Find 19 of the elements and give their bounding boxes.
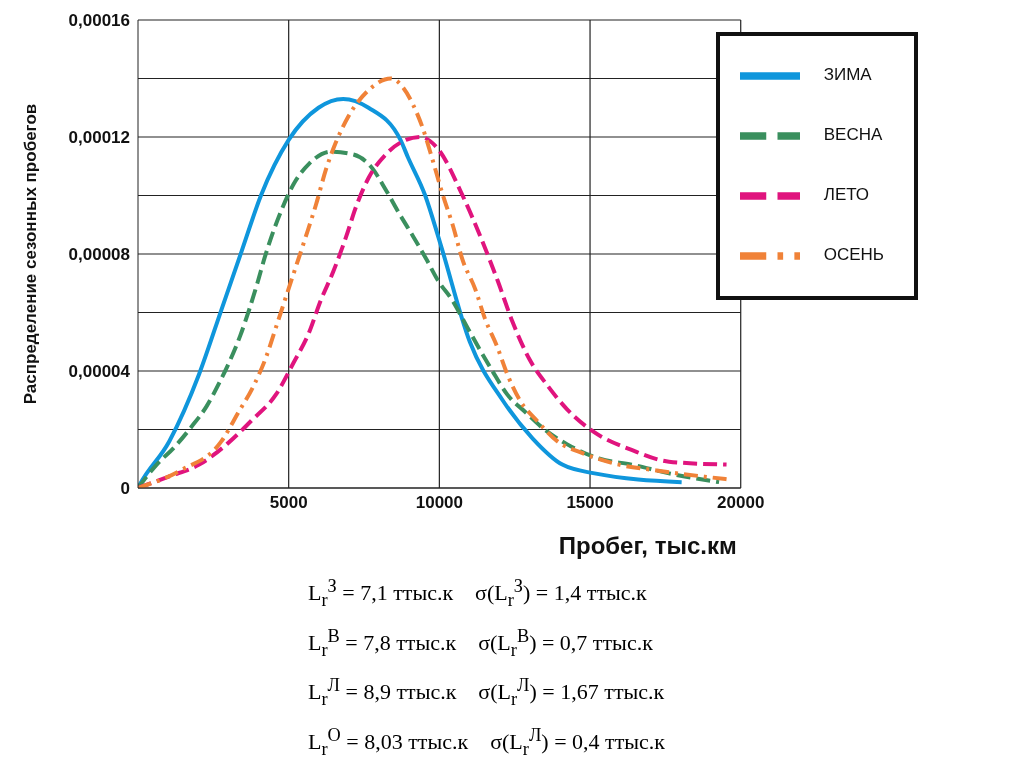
x-tick-label: 20000 bbox=[717, 493, 765, 513]
legend-label: ЛЕТО bbox=[823, 185, 870, 205]
y-tick-label: 0 bbox=[120, 479, 130, 499]
legend-label: ОСЕНЬ bbox=[823, 245, 884, 265]
text: L$_{r}$$^{З}$ = 7,1 ттыс.к σ(L$_{r}$$^{З}$) = 1,4 ттыс.к bbox=[308, 575, 648, 612]
y-axis-title: Распределение сезонных пробегов bbox=[21, 103, 41, 405]
y-tick-label: 0,00012 bbox=[68, 128, 130, 148]
y-tick-label: 0,00008 bbox=[68, 245, 130, 265]
text: L$_{r}$$^{О}$ = 8,03 ттыс.к σ(L$_{r}$$^{Л}$) = 0,4 ттыс.к bbox=[308, 724, 667, 761]
y-tick-label: 0,00004 bbox=[68, 362, 131, 382]
x-tick-label: 15000 bbox=[566, 493, 614, 513]
y-tick-label: 0,00016 bbox=[68, 11, 130, 31]
legend-label: ЗИМА bbox=[823, 65, 872, 85]
x-axis-title: Пробег, тыс.км bbox=[558, 532, 737, 559]
x-tick-label: 10000 bbox=[415, 493, 463, 513]
legend-label: ВЕСНА bbox=[823, 125, 883, 145]
text: L$_{r}$$^{В}$ = 7,8 ттыс.к σ(L$_{r}$$^{В}$) = 0,7 ттыс.к bbox=[308, 624, 654, 662]
x-tick-label: 5000 bbox=[269, 493, 308, 513]
text: L$_{r}$$^{Л}$ = 8,9 ттыс.к σ(L$_{r}$$^{Л}$) = 1,67 ттыс.к bbox=[308, 674, 666, 712]
